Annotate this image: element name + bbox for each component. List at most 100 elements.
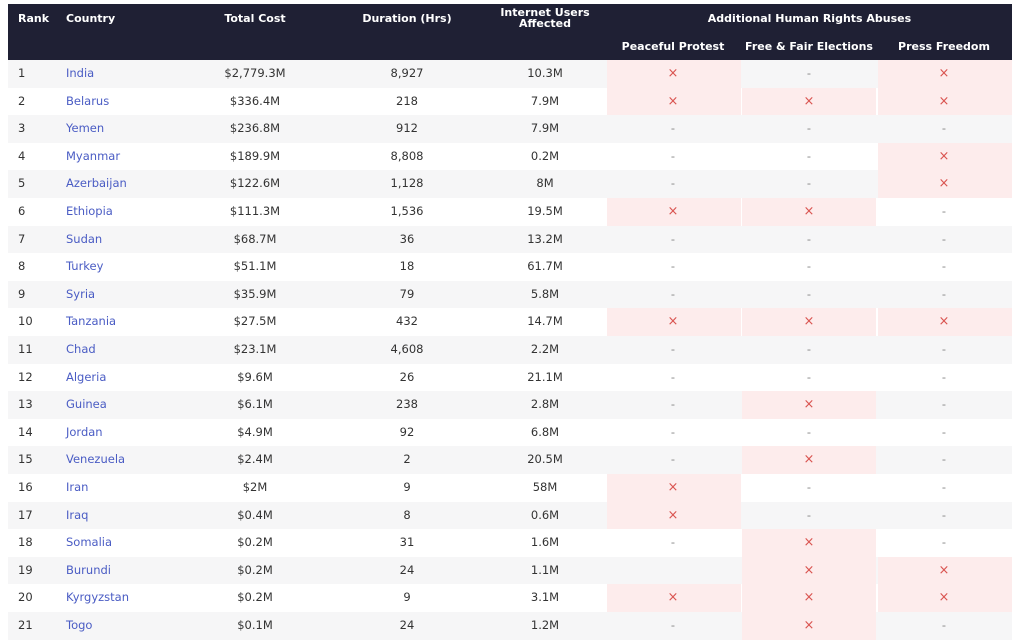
- country-link[interactable]: Belarus: [66, 88, 109, 116]
- country-link[interactable]: India: [66, 60, 94, 88]
- country-link[interactable]: Syria: [66, 281, 95, 309]
- country-link[interactable]: Sudan: [66, 226, 102, 254]
- table-cell: $0.4M: [185, 502, 325, 530]
- country-link[interactable]: Venezuela: [66, 446, 125, 474]
- country-link[interactable]: Chad: [66, 336, 96, 364]
- country-link[interactable]: Burundi: [66, 557, 111, 585]
- table-row: 16Iran$2M958M×--: [8, 474, 1012, 502]
- table-cell: 21: [18, 612, 33, 640]
- table-cell: 26: [337, 364, 477, 392]
- column-header: Country: [66, 13, 115, 24]
- country-link[interactable]: Somalia: [66, 529, 112, 557]
- table-cell: 9: [18, 281, 25, 309]
- no-abuse: -: [613, 419, 733, 447]
- abuse-mark: ×: [884, 88, 1004, 116]
- table-row: 10Tanzania$27.5M43214.7M×××: [8, 308, 1012, 336]
- table-cell: 92: [337, 419, 477, 447]
- no-abuse: -: [613, 529, 733, 557]
- no-abuse: -: [613, 612, 733, 640]
- table-cell: 10.3M: [475, 60, 615, 88]
- table-cell: 1.6M: [475, 529, 615, 557]
- country-link[interactable]: Iran: [66, 474, 88, 502]
- table-cell: $0.2M: [185, 584, 325, 612]
- table-cell: $35.9M: [185, 281, 325, 309]
- country-link[interactable]: Myanmar: [66, 143, 120, 171]
- no-abuse: -: [613, 170, 733, 198]
- no-abuse: -: [749, 226, 869, 254]
- table-cell: $4.9M: [185, 419, 325, 447]
- abuse-mark: ×: [884, 584, 1004, 612]
- no-abuse: -: [884, 364, 1004, 392]
- country-link[interactable]: Tanzania: [66, 308, 116, 336]
- no-abuse: -: [749, 336, 869, 364]
- column-header: Free & Fair Elections: [739, 41, 879, 52]
- table-row: 7Sudan$68.7M3613.2M---: [8, 226, 1012, 254]
- table-cell: 3.1M: [475, 584, 615, 612]
- table-cell: 11: [18, 336, 33, 364]
- column-header: Peaceful Protest: [603, 41, 743, 52]
- table-cell: 21.1M: [475, 364, 615, 392]
- country-link[interactable]: Turkey: [66, 253, 103, 281]
- country-link[interactable]: Jordan: [66, 419, 103, 447]
- table-cell: 16: [18, 474, 33, 502]
- country-link[interactable]: Guinea: [66, 391, 107, 419]
- table-cell: $23.1M: [185, 336, 325, 364]
- table-cell: 7: [18, 226, 25, 254]
- abuse-mark: ×: [749, 612, 869, 640]
- table-cell: 5: [18, 170, 25, 198]
- country-link[interactable]: Ethiopia: [66, 198, 113, 226]
- table-row: 14Jordan$4.9M926.8M---: [8, 419, 1012, 447]
- no-abuse: -: [884, 115, 1004, 143]
- no-abuse: -: [884, 391, 1004, 419]
- table-cell: $68.7M: [185, 226, 325, 254]
- abuse-mark: ×: [749, 88, 869, 116]
- table-cell: 20: [18, 584, 33, 612]
- table-cell: 2.2M: [475, 336, 615, 364]
- no-abuse: -: [749, 143, 869, 171]
- column-header: Press Freedom: [874, 41, 1014, 52]
- table-cell: 4: [18, 143, 25, 171]
- table-cell: $51.1M: [185, 253, 325, 281]
- abuse-mark: ×: [749, 308, 869, 336]
- table-cell: 12: [18, 364, 33, 392]
- abuse-mark: ×: [749, 391, 869, 419]
- country-link[interactable]: Kyrgyzstan: [66, 584, 129, 612]
- table-cell: $2,779.3M: [185, 60, 325, 88]
- country-link[interactable]: Azerbaijan: [66, 170, 127, 198]
- country-link[interactable]: Algeria: [66, 364, 106, 392]
- abuse-mark: ×: [884, 170, 1004, 198]
- table-cell: $2M: [185, 474, 325, 502]
- table-cell: $236.8M: [185, 115, 325, 143]
- table-cell: 18: [337, 253, 477, 281]
- table-cell: 17: [18, 502, 33, 530]
- country-link[interactable]: Togo: [66, 612, 92, 640]
- no-abuse: -: [613, 253, 733, 281]
- table-cell: 24: [337, 612, 477, 640]
- no-abuse: -: [749, 502, 869, 530]
- no-abuse: -: [884, 474, 1004, 502]
- table-cell: 24: [337, 557, 477, 585]
- abuse-mark: ×: [613, 308, 733, 336]
- table-cell: $0.2M: [185, 557, 325, 585]
- abuse-mark: ×: [749, 584, 869, 612]
- table-cell: 9: [337, 584, 477, 612]
- table-cell: $0.1M: [185, 612, 325, 640]
- table-cell: 61.7M: [475, 253, 615, 281]
- no-abuse: -: [749, 419, 869, 447]
- table-cell: 3: [18, 115, 25, 143]
- table-cell: 79: [337, 281, 477, 309]
- table-cell: 14: [18, 419, 33, 447]
- country-link[interactable]: Yemen: [66, 115, 104, 143]
- table-cell: $336.4M: [185, 88, 325, 116]
- no-abuse: -: [613, 391, 733, 419]
- table-cell: 8M: [475, 170, 615, 198]
- abuse-mark: ×: [749, 446, 869, 474]
- table-cell: 2: [18, 88, 25, 116]
- table-row: 9Syria$35.9M795.8M---: [8, 281, 1012, 309]
- table-cell: $189.9M: [185, 143, 325, 171]
- table-cell: 19: [18, 557, 33, 585]
- no-abuse: -: [749, 474, 869, 502]
- country-link[interactable]: Iraq: [66, 502, 88, 530]
- table-cell: $9.6M: [185, 364, 325, 392]
